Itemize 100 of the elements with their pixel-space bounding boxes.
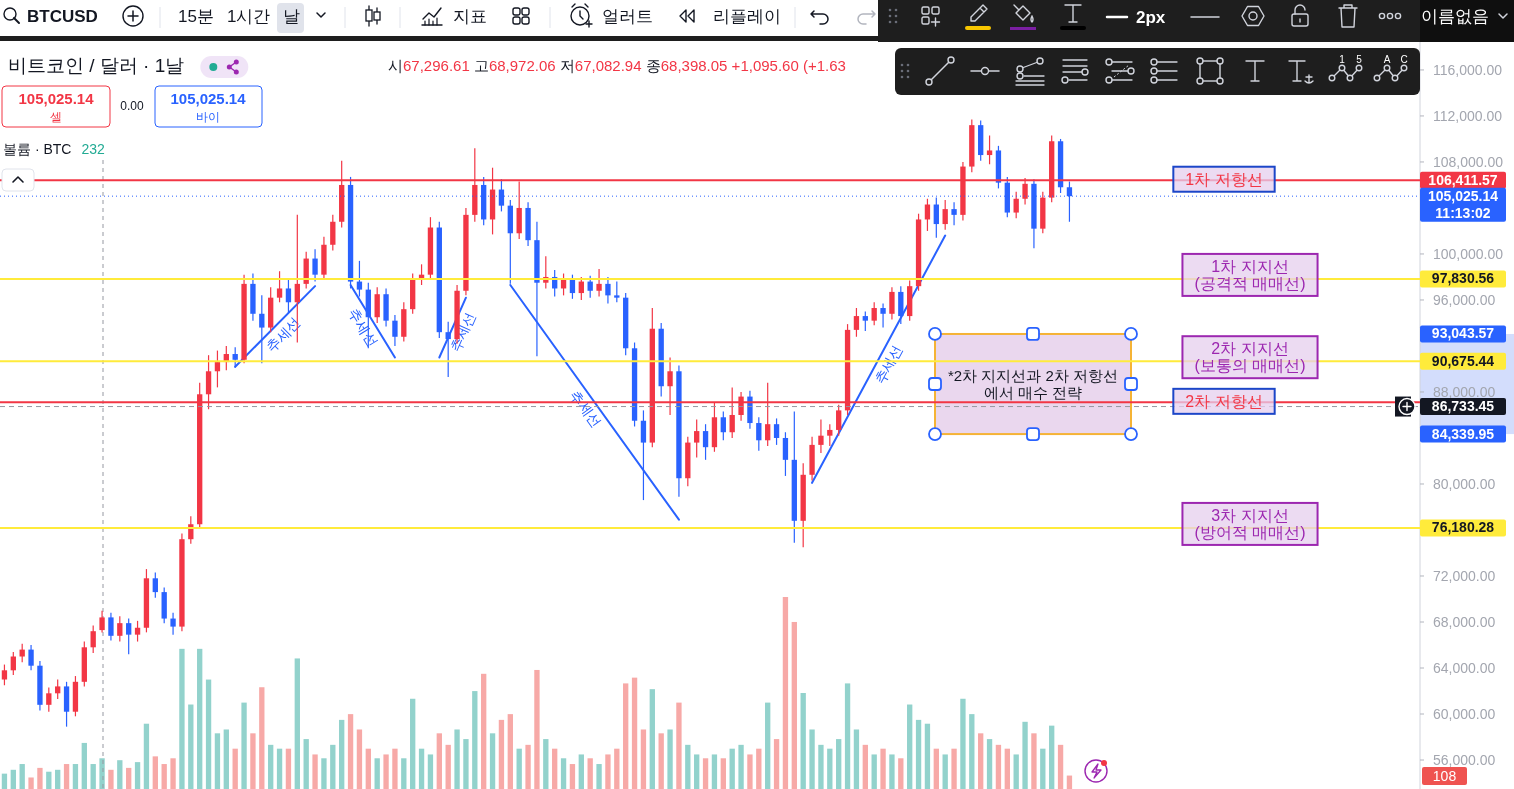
candlestick (19, 643, 25, 663)
annotation: 1 (1339, 54, 1346, 65)
bar (1, 773, 8, 789)
bar (1057, 744, 1064, 789)
bar (658, 733, 664, 789)
bar (862, 744, 868, 789)
bar (126, 767, 132, 789)
bar (898, 758, 904, 789)
bar (640, 729, 647, 789)
bar (232, 748, 238, 789)
annotation: 바이 (196, 110, 220, 124)
candlestick (312, 248, 318, 283)
bar (844, 683, 851, 789)
y-tick-label: 56,000.00 (1433, 752, 1496, 769)
text: 15분 (178, 7, 214, 26)
candlestick (720, 410, 726, 441)
annotation: 시67,296.61 고68,972.06 저67,082.94 종68,398.05 +1,095.60 (+1.63 (388, 57, 846, 74)
bar (259, 687, 265, 789)
candlestick (756, 416, 762, 452)
bar (365, 748, 371, 789)
bar (969, 714, 975, 789)
annotation: A (1383, 54, 1391, 65)
bar (276, 748, 283, 789)
text: 2px (1136, 8, 1166, 27)
bar (871, 754, 877, 789)
candlestick (1, 663, 8, 686)
y-tick-label: 80,000.00 (1433, 475, 1496, 492)
candlestick (942, 199, 948, 231)
bar (836, 739, 842, 789)
bar (463, 739, 469, 789)
bar (995, 744, 1002, 789)
y-tick-label: 68,000.00 (1433, 614, 1496, 630)
text: 97,830.56 (1431, 270, 1495, 287)
bar (676, 702, 682, 789)
bar (81, 742, 87, 789)
bar (223, 729, 229, 789)
annotation: 셀 (50, 110, 62, 124)
bar (303, 739, 309, 789)
bar (933, 748, 939, 789)
y-tick-label: 116,000.00 (1433, 61, 1503, 78)
candlestick (578, 276, 584, 301)
annotation: 105,025.14 (170, 90, 247, 107)
bar (791, 621, 797, 789)
candlestick (818, 418, 824, 454)
text: 76,180.28 (1431, 519, 1495, 536)
bar (623, 683, 629, 789)
bar (711, 754, 718, 789)
candlestick (694, 418, 700, 459)
bar (472, 691, 478, 789)
bar (294, 658, 300, 789)
annotation: 0.00 (120, 99, 144, 113)
bar (37, 767, 43, 789)
bar (410, 698, 416, 789)
bar (374, 758, 380, 789)
candlestick (605, 276, 611, 305)
candlestick (276, 270, 283, 303)
candlestick (152, 571, 158, 599)
bar (534, 669, 540, 789)
bar (205, 679, 212, 789)
bar (1004, 748, 1010, 789)
bar (1049, 725, 1055, 789)
bar (10, 769, 16, 789)
bar (543, 739, 549, 789)
bar (1066, 775, 1073, 789)
bar (853, 729, 860, 789)
candlestick (853, 307, 860, 338)
bar (55, 769, 61, 789)
bar (330, 744, 336, 789)
bar (383, 754, 389, 789)
bar (880, 748, 886, 789)
bar (782, 597, 789, 789)
bar (694, 754, 700, 789)
candlestick (28, 644, 34, 671)
bar (356, 729, 363, 789)
bar (454, 729, 460, 789)
candlestick (889, 286, 895, 321)
bar (747, 754, 753, 789)
bar (569, 764, 576, 789)
bar (560, 758, 567, 789)
bar (685, 744, 691, 789)
y-tick-label: 108,000.00 (1433, 153, 1504, 170)
bar (134, 762, 141, 789)
bar (889, 754, 895, 789)
bar (179, 648, 185, 789)
bar (46, 771, 52, 789)
candlestick (108, 612, 114, 642)
bar (445, 744, 451, 789)
bar (720, 758, 726, 789)
y-tick-label: 96,000.00 (1433, 291, 1496, 308)
bar (214, 733, 221, 789)
bar (951, 748, 957, 789)
bar (756, 748, 762, 789)
candlestick (951, 201, 957, 226)
bar (915, 719, 922, 789)
bar (578, 754, 584, 789)
candlestick (782, 431, 789, 477)
bar (72, 764, 79, 789)
candlestick (1013, 191, 1019, 219)
bar (436, 733, 442, 789)
candlestick (55, 678, 61, 700)
